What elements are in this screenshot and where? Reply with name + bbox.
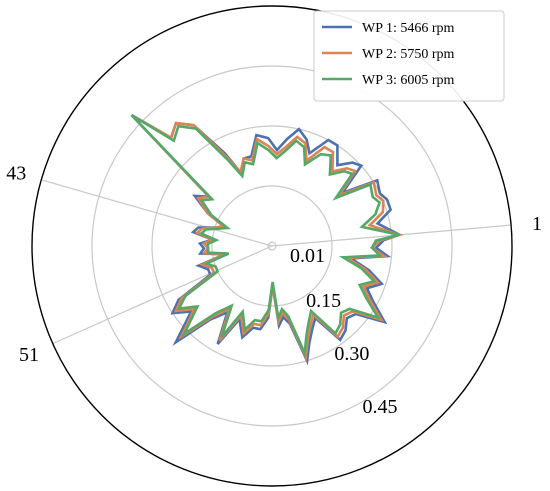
- angular-gridline-1: [41, 179, 273, 247]
- tick-labels: 0.01 0.15 0.30 0.45 1 43 51: [6, 163, 542, 418]
- angular-tick-label: 51: [19, 344, 39, 366]
- series-layer: [130, 113, 404, 366]
- legend: WP 1: 5466 rpm WP 2: 5750 rpm WP 3: 6005 r…: [313, 10, 505, 102]
- radial-tick-label: 0.30: [334, 343, 369, 365]
- radial-gridline-1: [211, 185, 333, 307]
- angular-gridline-2: [52, 245, 273, 345]
- legend-label-1: WP 1: 5466 rpm: [362, 21, 455, 36]
- legend-label-2: WP 2: 5750 rpm: [362, 47, 455, 62]
- angular-tick-label: 1: [532, 213, 542, 235]
- polar-frame: [31, 5, 513, 487]
- series-line-3: [130, 113, 400, 359]
- legend-label-3: WP 3: 6005 rpm: [362, 73, 455, 88]
- polar-grid: [31, 5, 513, 487]
- radial-tick-label: 0.15: [306, 290, 341, 312]
- radial-tick-label: 0.45: [363, 396, 398, 418]
- radial-gridline-3: [91, 65, 453, 427]
- angular-tick-label: 43: [6, 163, 26, 185]
- radial-tick-label: 0.01: [290, 245, 325, 267]
- radial-gridline-2: [151, 125, 393, 367]
- legend-box: [313, 10, 505, 102]
